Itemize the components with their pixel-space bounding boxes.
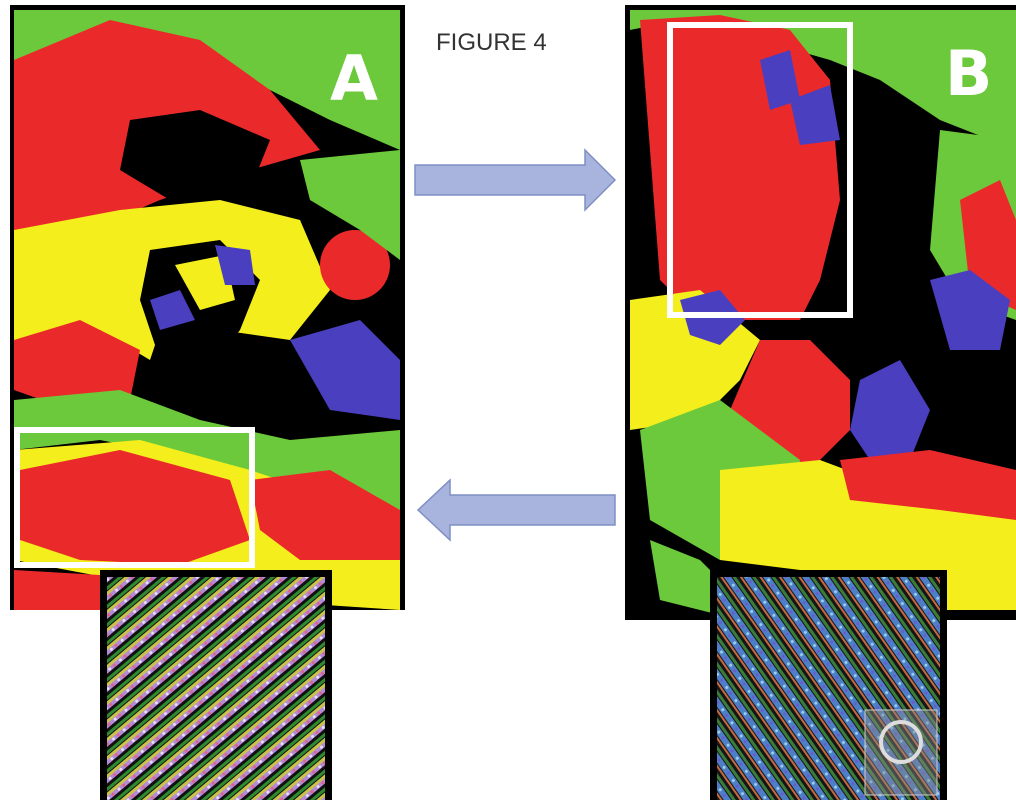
region <box>840 450 1016 520</box>
region <box>14 570 100 610</box>
region <box>14 320 140 410</box>
figure-title: FIGURE 4 <box>436 29 547 56</box>
region <box>790 85 840 145</box>
region <box>930 270 1010 350</box>
region <box>630 10 1016 150</box>
region <box>320 230 390 300</box>
region <box>215 245 255 285</box>
region <box>760 50 800 110</box>
inset-b <box>710 570 947 800</box>
region <box>250 470 400 560</box>
region <box>20 450 250 565</box>
region <box>840 100 940 250</box>
panel-b: B <box>625 5 1016 620</box>
region <box>150 290 195 330</box>
inset-a <box>100 570 332 800</box>
region <box>175 255 235 310</box>
highlight-box <box>667 22 853 318</box>
inset-image <box>107 577 325 800</box>
watermark <box>864 709 938 796</box>
arrow-right <box>414 148 617 212</box>
region <box>850 360 930 460</box>
panel-label: B <box>945 37 992 110</box>
highlight-box <box>14 427 255 568</box>
region <box>120 110 270 200</box>
arrow-left <box>416 478 616 542</box>
watermark-icon <box>879 720 923 764</box>
region <box>300 150 400 260</box>
region <box>290 320 400 420</box>
panel-label: A <box>330 42 378 115</box>
panel-a: A <box>10 5 405 610</box>
